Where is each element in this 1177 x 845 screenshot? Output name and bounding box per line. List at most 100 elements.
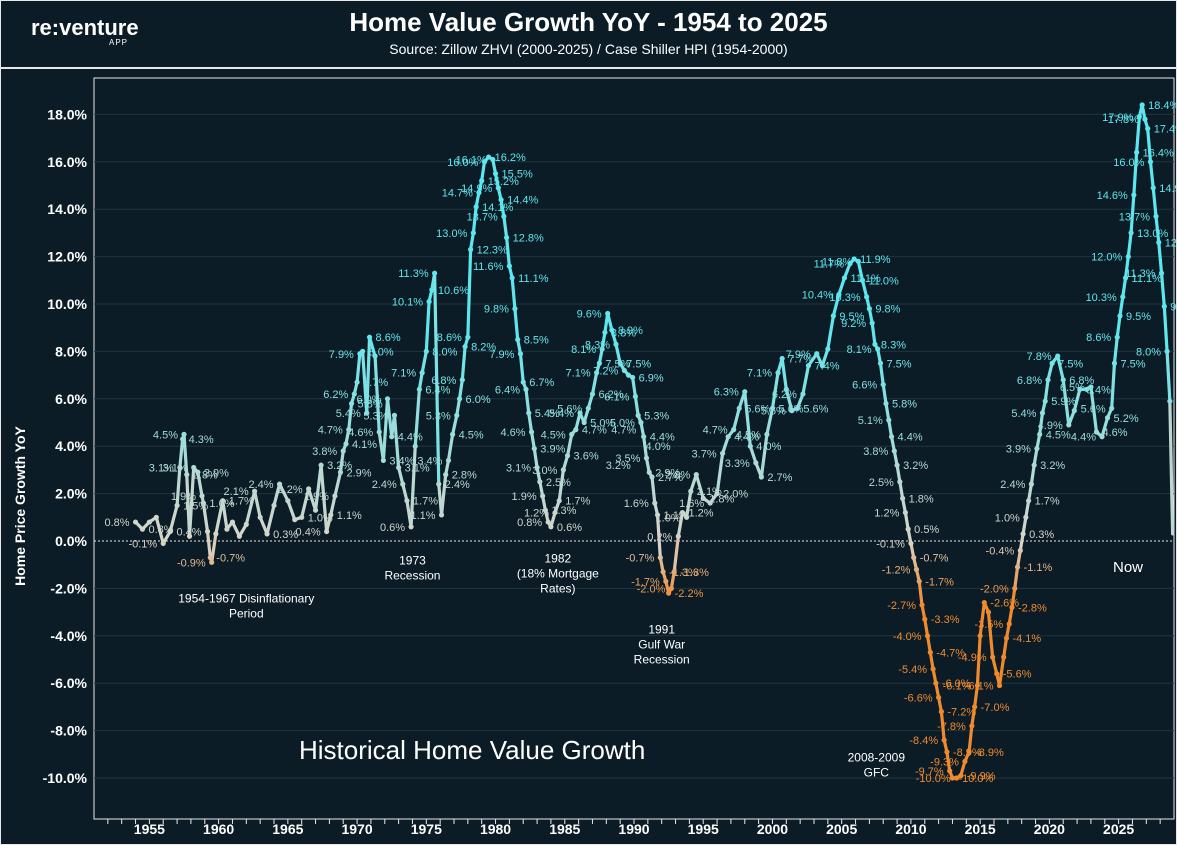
point-label: 11.1% — [518, 273, 549, 285]
data-point — [366, 334, 373, 340]
point-label: 0.6% — [557, 522, 582, 534]
series-line-segment — [1146, 127, 1153, 164]
data-point — [328, 512, 334, 518]
y-tick-label: 18.0% — [47, 106, 87, 122]
point-label: 16.0% — [447, 157, 478, 169]
series-line-segment — [1112, 335, 1119, 365]
point-label: 4.5% — [153, 429, 178, 441]
data-point — [800, 391, 806, 397]
point-label: 3.2% — [606, 460, 631, 472]
data-point — [343, 441, 349, 447]
data-point — [520, 379, 526, 385]
point-label: -2.7% — [887, 600, 916, 612]
series-line-segment — [373, 354, 381, 434]
point-label: -1.7% — [631, 576, 660, 588]
point-label: 1.5% — [183, 500, 208, 512]
point-label: 8.0% — [369, 346, 394, 358]
x-axis-ticks: 1955 1960 1965 1970 1975 1980 1985 1990 1995 2000… — [107, 819, 1161, 837]
point-label: 2.7% — [658, 472, 683, 484]
point-label: -8.4% — [909, 735, 938, 747]
point-label: -0.4% — [986, 545, 1015, 557]
point-label: -0.7% — [920, 553, 949, 565]
data-point — [1122, 275, 1129, 281]
series-line-segment — [381, 397, 390, 463]
data-point — [537, 479, 543, 485]
point-label: 11.3% — [1125, 268, 1156, 280]
point-label: 5.6% — [1081, 403, 1106, 415]
point-label: 14.6% — [1097, 190, 1128, 202]
point-label: 2.7% — [767, 472, 792, 484]
data-point — [851, 256, 857, 262]
data-point — [1006, 621, 1012, 627]
point-label: -4.9% — [958, 652, 987, 664]
data-point — [1071, 408, 1077, 414]
series-line-segment — [975, 634, 982, 688]
series-line-segment — [1151, 186, 1158, 218]
data-point — [146, 519, 152, 525]
data-point — [465, 334, 471, 340]
series-line-segment — [650, 475, 657, 505]
point-label: -10.0% — [916, 773, 951, 785]
series-line-segment — [970, 705, 977, 728]
series-line-segment — [397, 465, 405, 486]
point-label: -4.0% — [893, 631, 922, 643]
data-point — [540, 493, 546, 499]
data-point — [707, 500, 713, 506]
point-label: -9.3% — [930, 756, 959, 768]
point-label: -5.4% — [898, 664, 927, 676]
point-label: -3.5% — [974, 619, 1003, 631]
data-point — [1117, 313, 1123, 319]
point-label: 3.9% — [1006, 444, 1031, 456]
y-tick-label: -8.0% — [50, 723, 87, 739]
point-label: 8.5% — [524, 335, 549, 347]
point-label: 1.7% — [229, 496, 254, 508]
point-label: 5.5% — [761, 406, 786, 418]
data-point — [479, 178, 485, 184]
series-line-segment — [286, 499, 297, 522]
point-label: 2.5% — [546, 477, 571, 489]
point-label: 5.6% — [778, 403, 803, 415]
data-point — [229, 519, 236, 525]
series-line-segment — [178, 437, 185, 470]
point-label: 14.4% — [507, 195, 538, 207]
point-label: 2.4% — [248, 479, 273, 491]
annotation-line: 1954-1967 Disinflationary — [178, 592, 314, 606]
data-point — [504, 235, 510, 241]
point-label: 7.5% — [1058, 358, 1083, 370]
x-tick-label: 2020 — [1034, 821, 1065, 837]
point-label: 6.2% — [323, 389, 348, 401]
series-line-segment — [997, 655, 1006, 688]
series-line-group — [132, 102, 1175, 781]
data-point — [1003, 635, 1010, 641]
series-line-segment — [471, 205, 478, 235]
point-label: 3.4% — [389, 455, 414, 467]
series-line-segment — [837, 276, 847, 297]
point-label: -6.1% — [965, 681, 994, 693]
annotation-line: Gulf War — [638, 637, 685, 651]
data-point — [911, 554, 917, 561]
series-line-segment — [258, 515, 269, 536]
point-label: -4.1% — [1012, 633, 1041, 645]
data-point — [380, 457, 386, 464]
annotation-line: GFC — [864, 765, 890, 779]
y-tick-label: -10.0% — [43, 770, 88, 786]
point-label: 7.8% — [1027, 351, 1052, 363]
series-line-segment — [420, 349, 428, 375]
data-point — [1139, 102, 1145, 108]
series-line-segment — [253, 489, 262, 519]
series-line-segment — [409, 444, 417, 529]
point-label: 8.1% — [571, 344, 596, 356]
point-label: 3.1% — [163, 463, 188, 475]
point-label: 5.1% — [858, 415, 883, 427]
series-line-segment — [928, 650, 935, 671]
point-label: 4.7% — [611, 425, 636, 437]
data-point — [1034, 445, 1040, 452]
data-point — [139, 526, 146, 532]
point-label: 4.6% — [500, 427, 525, 439]
data-point — [769, 405, 776, 411]
point-label: 9.2% — [841, 318, 866, 330]
point-label: 9.5% — [839, 311, 864, 323]
data-point — [1158, 270, 1165, 276]
watermark-text: Historical Home Value Growth — [299, 735, 645, 765]
data-point — [652, 500, 658, 506]
